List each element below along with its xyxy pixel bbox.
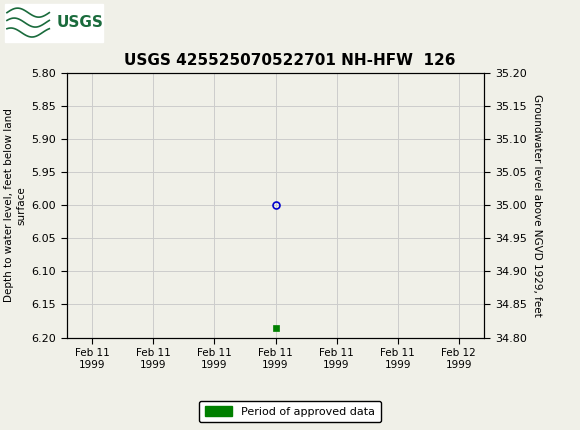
Text: USGS: USGS bbox=[57, 15, 104, 30]
Y-axis label: Groundwater level above NGVD 1929, feet: Groundwater level above NGVD 1929, feet bbox=[532, 94, 542, 317]
Text: USGS 425525070522701 NH-HFW  126: USGS 425525070522701 NH-HFW 126 bbox=[124, 52, 456, 68]
Legend: Period of approved data: Period of approved data bbox=[199, 401, 381, 422]
Y-axis label: Depth to water level, feet below land
surface: Depth to water level, feet below land su… bbox=[5, 108, 26, 302]
Bar bbox=[5, 3, 103, 42]
